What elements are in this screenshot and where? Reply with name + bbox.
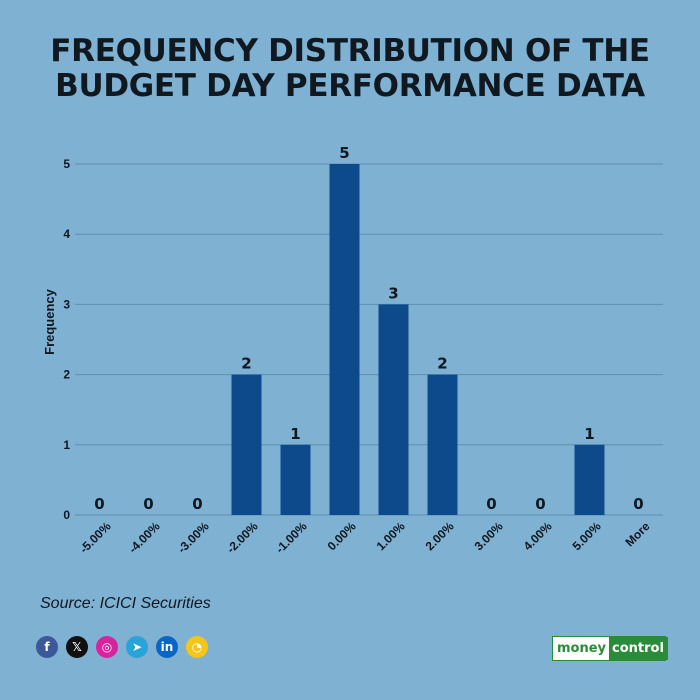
bar	[280, 444, 311, 515]
y-tick-label: 5	[63, 157, 70, 171]
data-label: 0	[192, 495, 202, 513]
x-tick-label: -4.00%	[126, 519, 163, 556]
data-label: 0	[94, 495, 104, 513]
x-tick-label: -1.00%	[273, 519, 310, 556]
x-tick-label: 5.00%	[570, 519, 604, 553]
x-tick-label: -3.00%	[175, 519, 212, 556]
x-tick-label: 4.00%	[521, 519, 555, 553]
facebook-icon[interactable]: f	[36, 636, 58, 658]
bar	[427, 374, 458, 515]
data-label: 0	[143, 495, 153, 513]
y-tick-label: 0	[63, 508, 70, 522]
instagram-icon[interactable]: ◎	[96, 636, 118, 658]
data-label: 1	[290, 425, 300, 443]
source-note: Source: ICICI Securities	[40, 595, 211, 612]
x-tick-label: 3.00%	[472, 519, 506, 553]
x-tick-label: 1.00%	[374, 519, 408, 553]
x-tick-label: -5.00%	[77, 519, 114, 556]
data-label: 2	[241, 355, 251, 373]
frequency-bar-chart: 0 1 2 3 4 5 Frequency 0 0 0 2 1 5 3 2 0 0 1 0 -5.00% -4.0…	[42, 144, 663, 556]
x-twitter-icon[interactable]: 𝕏	[66, 636, 88, 658]
data-label: 0	[535, 495, 545, 513]
gridlines	[75, 163, 663, 516]
bar	[231, 374, 262, 515]
chart-title-line-2: BUDGET DAY PERFORMANCE DATA	[55, 68, 645, 104]
y-tick-label: 2	[63, 368, 70, 382]
chart-title: FREQUENCY DISTRIBUTION OF THE BUDGET DAY…	[0, 34, 700, 104]
bar	[378, 304, 409, 515]
data-label: 5	[339, 144, 349, 162]
data-label: 3	[388, 284, 398, 302]
data-label: 0	[486, 495, 496, 513]
social-icons: f 𝕏 ◎ ➤ in ◔	[36, 636, 208, 658]
x-tick-label: -2.00%	[224, 519, 261, 556]
y-tick-label: 3	[63, 297, 70, 311]
y-tick-label: 1	[63, 438, 70, 452]
data-label: 1	[584, 425, 594, 443]
linkedin-icon[interactable]: in	[156, 636, 178, 658]
x-tick-label: 0.00%	[325, 519, 359, 553]
data-label: 2	[437, 355, 447, 373]
logo-part-money: money	[553, 637, 610, 660]
moneycontrol-logo: money control	[552, 636, 668, 661]
bars	[231, 164, 605, 515]
x-tick-label: More	[622, 519, 652, 549]
data-labels: 0 0 0 2 1 5 3 2 0 0 1 0	[94, 144, 643, 513]
koo-icon[interactable]: ◔	[186, 636, 208, 658]
logo-part-control: control	[609, 637, 668, 660]
data-label: 0	[633, 495, 643, 513]
bar	[329, 164, 360, 515]
telegram-icon[interactable]: ➤	[126, 636, 148, 658]
bar	[574, 444, 605, 515]
y-axis-label: Frequency	[42, 288, 57, 355]
y-axis-ticks: 0 1 2 3 4 5	[63, 157, 70, 522]
chart-title-line-1: FREQUENCY DISTRIBUTION OF THE	[50, 33, 650, 69]
y-tick-label: 4	[63, 227, 70, 241]
x-tick-label: 2.00%	[423, 519, 457, 553]
x-axis-ticks: -5.00% -4.00% -3.00% -2.00% -1.00% 0.00% 1.00%…	[77, 519, 653, 556]
